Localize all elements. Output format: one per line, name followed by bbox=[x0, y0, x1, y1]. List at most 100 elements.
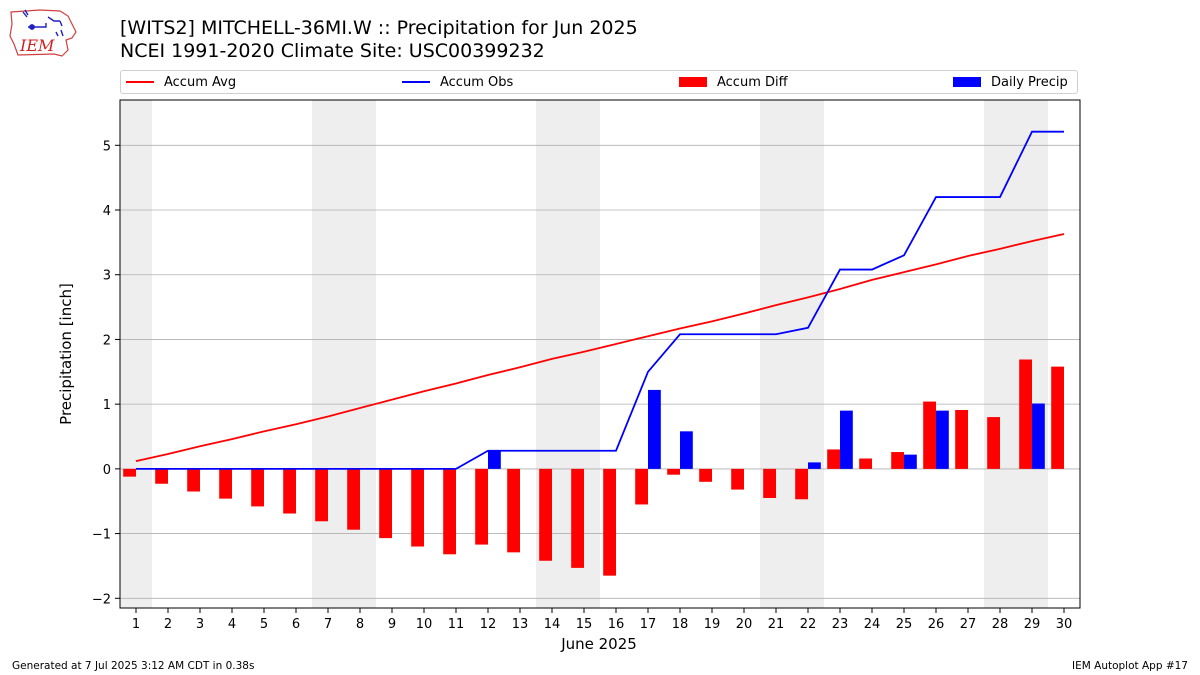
x-tick-label-10: 10 bbox=[416, 617, 433, 632]
y-tick-label--1: −1 bbox=[92, 528, 111, 543]
bars bbox=[123, 359, 1064, 576]
daily-precip-bar-18 bbox=[680, 431, 693, 469]
accum-diff-bar-9 bbox=[379, 468, 392, 539]
x-tick-label-9: 9 bbox=[388, 617, 396, 632]
y-tick-label-0: 0 bbox=[103, 463, 111, 478]
accum-diff-bar-6 bbox=[283, 468, 296, 514]
chart-legend: Accum Avg Accum Obs Accum Diff Daily Pre… bbox=[120, 70, 1078, 94]
legend-label-accum-diff: Accum Diff bbox=[717, 74, 788, 90]
accum-avg-line bbox=[135, 233, 1065, 462]
x-axis-label: June 2025 bbox=[561, 635, 637, 653]
daily-precip-bar-17 bbox=[648, 389, 661, 469]
accum-diff-bar-30 bbox=[1051, 366, 1064, 469]
x-tick-label-21: 21 bbox=[768, 617, 785, 632]
x-tick-label-3: 3 bbox=[196, 617, 204, 632]
x-tick-label-24: 24 bbox=[864, 617, 881, 632]
x-tick-label-22: 22 bbox=[800, 617, 817, 632]
weekend-band-8 bbox=[344, 100, 376, 608]
accum-diff-bar-5 bbox=[251, 468, 264, 507]
x-tick-label-7: 7 bbox=[324, 617, 332, 632]
accum-diff-bar-20 bbox=[731, 468, 744, 490]
accum-diff-bar-1 bbox=[123, 468, 136, 477]
x-tick-label-23: 23 bbox=[832, 617, 849, 632]
accum-diff-bar-21 bbox=[763, 468, 776, 498]
weekend-band-7 bbox=[312, 100, 344, 608]
legend-item-accum-avg: Accum Avg bbox=[126, 71, 236, 93]
x-tick-label-12: 12 bbox=[480, 617, 497, 632]
accum-diff-bar-11 bbox=[443, 468, 456, 555]
accum-diff-bar-16 bbox=[603, 468, 616, 576]
daily-precip-bar-23 bbox=[840, 410, 853, 469]
x-tick-label-5: 5 bbox=[260, 617, 268, 632]
weekend-band-28 bbox=[984, 100, 1016, 608]
footer-generated: Generated at 7 Jul 2025 3:12 AM CDT in 0… bbox=[12, 660, 255, 672]
accum-diff-bar-25 bbox=[891, 452, 904, 469]
legend-label-daily-precip: Daily Precip bbox=[991, 74, 1068, 90]
legend-swatch-accum-obs bbox=[402, 81, 430, 83]
accum-diff-bar-2 bbox=[155, 468, 168, 484]
weekend-band-29 bbox=[1016, 100, 1048, 608]
x-tick-label-8: 8 bbox=[356, 617, 364, 632]
y-tick-label-1: 1 bbox=[103, 398, 111, 413]
series-lines bbox=[135, 130, 1065, 470]
x-tick-label-15: 15 bbox=[576, 617, 593, 632]
x-tick-label-4: 4 bbox=[228, 617, 236, 632]
y-tick-label-5: 5 bbox=[103, 139, 111, 154]
y-axis-label: Precipitation [inch] bbox=[57, 283, 75, 425]
y-tick-label-2: 2 bbox=[103, 333, 111, 348]
x-tick-label-20: 20 bbox=[736, 617, 753, 632]
x-tick-label-29: 29 bbox=[1024, 617, 1041, 632]
legend-item-accum-diff: Accum Diff bbox=[679, 71, 788, 93]
accum-diff-bar-3 bbox=[187, 468, 200, 492]
iem-logo: IEM bbox=[9, 9, 77, 57]
x-tick-label-11: 11 bbox=[448, 617, 465, 632]
legend-label-accum-obs: Accum Obs bbox=[440, 74, 514, 90]
chart-subtitle: NCEI 1991-2020 Climate Site: USC00399232 bbox=[120, 40, 545, 62]
chart-title: [WITS2] MITCHELL-36MI.W :: Precipitation… bbox=[120, 17, 638, 39]
accum-diff-bar-27 bbox=[955, 409, 968, 469]
footer-app: IEM Autoplot App #17 bbox=[1072, 660, 1188, 672]
x-tick-label-30: 30 bbox=[1056, 617, 1073, 632]
accum-diff-bar-29 bbox=[1019, 359, 1032, 469]
legend-swatch-accum-avg bbox=[126, 81, 154, 83]
accum-diff-bar-7 bbox=[315, 468, 328, 522]
accum-diff-bar-4 bbox=[219, 468, 232, 499]
accum-diff-bar-28 bbox=[987, 417, 1000, 469]
daily-precip-bar-29 bbox=[1032, 403, 1045, 469]
accum-diff-bar-17 bbox=[635, 468, 648, 505]
accum-diff-bar-10 bbox=[411, 468, 424, 547]
accum-diff-bar-13 bbox=[507, 468, 520, 553]
x-tick-label-6: 6 bbox=[292, 617, 300, 632]
accum-diff-bar-19 bbox=[699, 468, 712, 482]
accum-diff-bar-23 bbox=[827, 449, 840, 469]
legend-item-daily-precip: Daily Precip bbox=[953, 71, 1068, 93]
x-tick-label-25: 25 bbox=[896, 617, 913, 632]
x-tick-label-1: 1 bbox=[132, 617, 140, 632]
accum-diff-bar-8 bbox=[347, 468, 360, 530]
y-tick-label-3: 3 bbox=[103, 269, 111, 284]
x-tick-label-19: 19 bbox=[704, 617, 721, 632]
x-tick-label-13: 13 bbox=[512, 617, 529, 632]
accum-obs-line bbox=[136, 130, 1064, 470]
x-tick-label-27: 27 bbox=[960, 617, 977, 632]
accum-diff-bar-12 bbox=[475, 468, 488, 545]
legend-swatch-daily-precip bbox=[953, 77, 981, 87]
weekend-band-1 bbox=[120, 100, 152, 608]
accum-diff-bar-18 bbox=[667, 468, 680, 475]
x-tick-label-2: 2 bbox=[164, 617, 172, 632]
accum-diff-bar-26 bbox=[923, 401, 936, 469]
accum-diff-bar-15 bbox=[571, 468, 584, 568]
logo-text: IEM bbox=[19, 36, 55, 55]
daily-precip-bar-26 bbox=[936, 410, 949, 469]
y-tick-label-4: 4 bbox=[103, 204, 111, 219]
plot-frame bbox=[119, 99, 1081, 609]
x-tick-label-18: 18 bbox=[672, 617, 689, 632]
x-tick-label-26: 26 bbox=[928, 617, 945, 632]
daily-precip-bar-22 bbox=[808, 462, 821, 469]
accum-diff-bar-14 bbox=[539, 468, 552, 561]
weekend-band-21 bbox=[760, 100, 792, 608]
x-tick-label-28: 28 bbox=[992, 617, 1009, 632]
accum-diff-bar-22 bbox=[795, 468, 808, 500]
